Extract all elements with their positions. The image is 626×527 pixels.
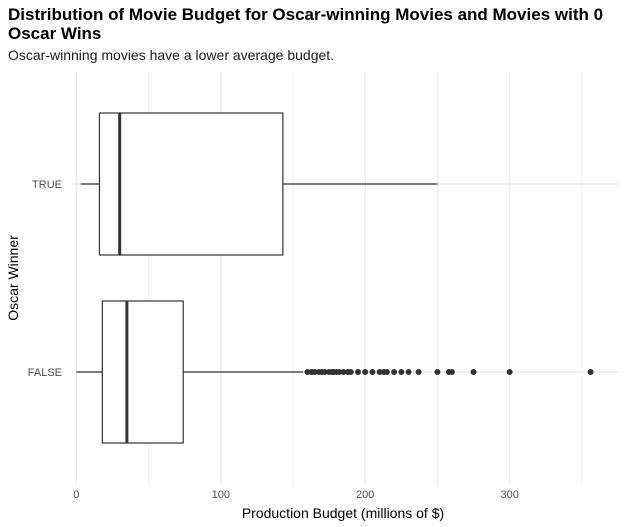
y-tick-labels: TRUE FALSE	[28, 179, 62, 379]
outlier-point	[391, 369, 398, 375]
outlier-point	[369, 369, 376, 375]
iqr-box	[98, 112, 284, 256]
box-true	[80, 112, 438, 256]
outlier-point	[355, 369, 361, 375]
chart-subtitle: Oscar-winning movies have a lower averag…	[8, 47, 335, 63]
outlier-point	[398, 369, 405, 375]
outlier-point	[311, 369, 318, 375]
outlier-point	[336, 369, 343, 375]
outlier-point	[304, 369, 311, 375]
outlier-point	[587, 369, 594, 375]
x-tick-label: 100	[212, 489, 230, 501]
x-tick-label: 200	[356, 489, 374, 501]
outlier-point	[383, 369, 390, 375]
outlier-point	[321, 369, 328, 375]
outlier-point	[347, 369, 354, 375]
outlier-point	[340, 369, 347, 375]
box-false	[76, 300, 594, 444]
outlier-point	[362, 369, 369, 375]
outlier-point	[506, 369, 513, 375]
x-tick-label: 0	[73, 489, 79, 501]
x-tick-label: 300	[500, 489, 518, 501]
chart-title: Distribution of Movie Budget for Oscar-w…	[8, 5, 604, 43]
boxes-layer	[76, 112, 594, 444]
outlier-point	[434, 369, 441, 375]
x-tick-labels: 0 100 200 300	[73, 489, 519, 501]
outlier-point	[405, 369, 412, 375]
outlier-point	[376, 369, 383, 375]
outlier-point	[448, 369, 455, 375]
y-axis-title: Oscar Winner	[5, 235, 21, 321]
iqr-box	[101, 300, 184, 444]
y-tick-label: FALSE	[28, 367, 62, 379]
outlier-point	[470, 369, 477, 375]
y-tick-label: TRUE	[32, 179, 62, 191]
outlier-point	[415, 369, 422, 375]
x-axis-title: Production Budget (millions of $)	[242, 505, 444, 521]
